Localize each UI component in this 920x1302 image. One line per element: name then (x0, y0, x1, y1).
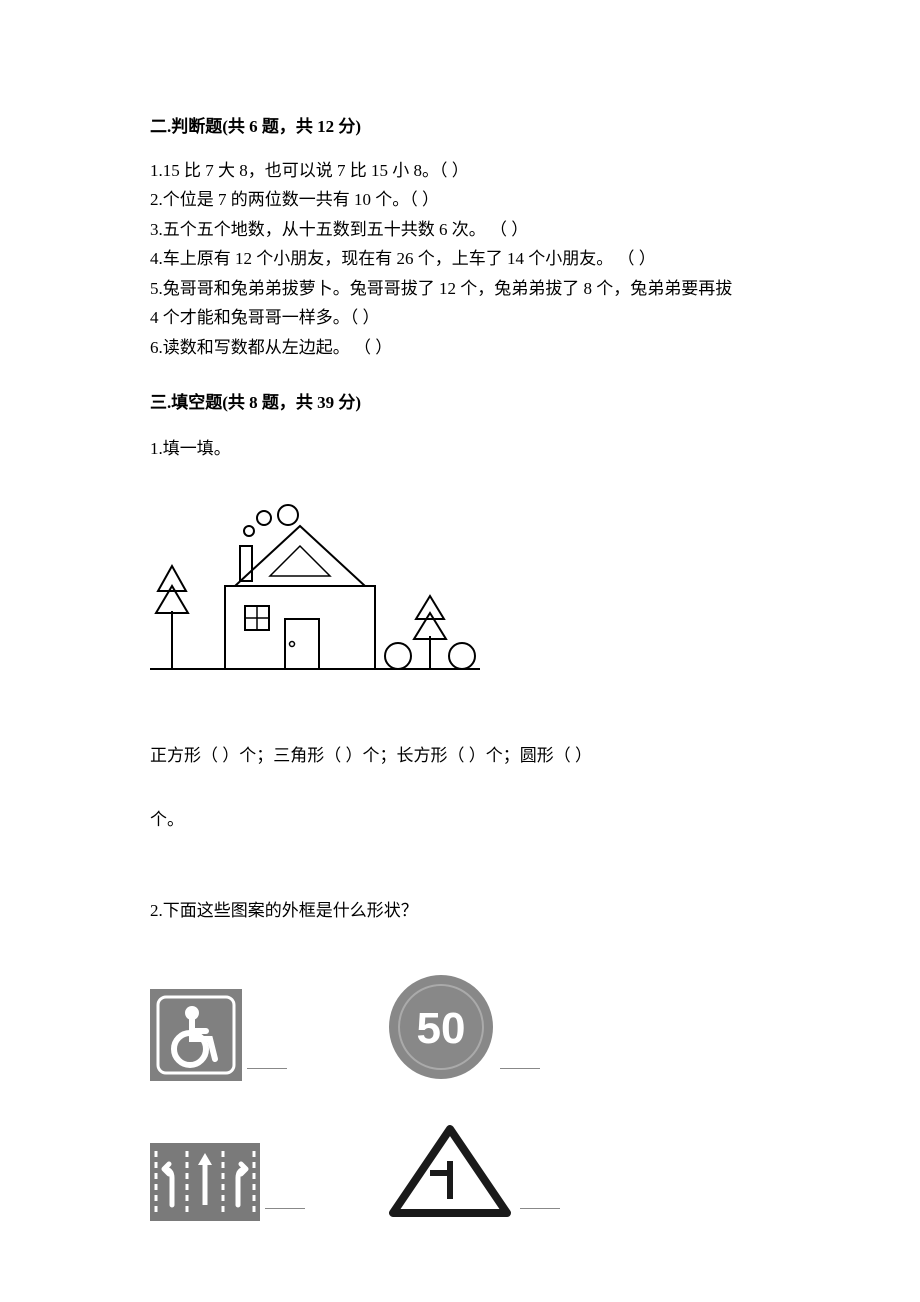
q2-3: 3.五个五个地数，从十五数到五十共数 6 次。 （ ） (150, 217, 770, 243)
q3-1-prompt: 1.填一填。 (150, 436, 770, 462)
blank-line (247, 1068, 287, 1069)
sign-row-2 (150, 1121, 770, 1221)
triangle-sign-item (385, 1121, 560, 1221)
blank-line (520, 1208, 560, 1209)
q2-5b: 4 个才能和兔哥哥一样多。（ ） (150, 305, 770, 331)
blank-line (265, 1208, 305, 1209)
section-2-title: 二.判断题(共 6 题，共 12 分) (150, 114, 770, 140)
shape-line-1: 正方形（ ）个；三角形（ ）个；长方形（ ）个；圆形（ ） (150, 746, 592, 765)
speed-limit-sign-icon: 50 (387, 973, 495, 1081)
q2-1: 1.15 比 7 大 8，也可以说 7 比 15 小 8。（ ） (150, 158, 770, 184)
warning-triangle-sign-icon (385, 1121, 515, 1221)
wheelchair-sign-item (150, 989, 287, 1081)
house-shapes-diagram (150, 491, 770, 689)
section-3-title: 三.填空题(共 8 题，共 39 分) (150, 390, 770, 416)
lanes-sign-item (150, 1143, 305, 1221)
lane-directions-sign-icon (150, 1143, 260, 1221)
sign-row-1: 50 (150, 973, 770, 1081)
svg-text:50: 50 (417, 1004, 466, 1053)
speed-sign-item: 50 (387, 973, 540, 1081)
shape-count-text: 正方形（ ）个；三角形（ ）个；长方形（ ）个；圆形（ ） 个。 (150, 724, 770, 853)
q2-6: 6.读数和写数都从左边起。 （ ） (150, 335, 770, 361)
q3-2-prompt: 2.下面这些图案的外框是什么形状？ (150, 898, 770, 924)
blank-line (500, 1068, 540, 1069)
q2-5a: 5.兔哥哥和兔弟弟拔萝卜。兔哥哥拔了 12 个，兔弟弟拔了 8 个，兔弟弟要再拔 (150, 276, 770, 302)
q2-2: 2.个位是 7 的两位数一共有 10 个。（ ） (150, 187, 770, 213)
wheelchair-sign-icon (150, 989, 242, 1081)
q2-4: 4.车上原有 12 个小朋友，现在有 26 个，上车了 14 个小朋友。 （ ） (150, 246, 770, 272)
shape-line-2: 个。 (150, 810, 184, 829)
